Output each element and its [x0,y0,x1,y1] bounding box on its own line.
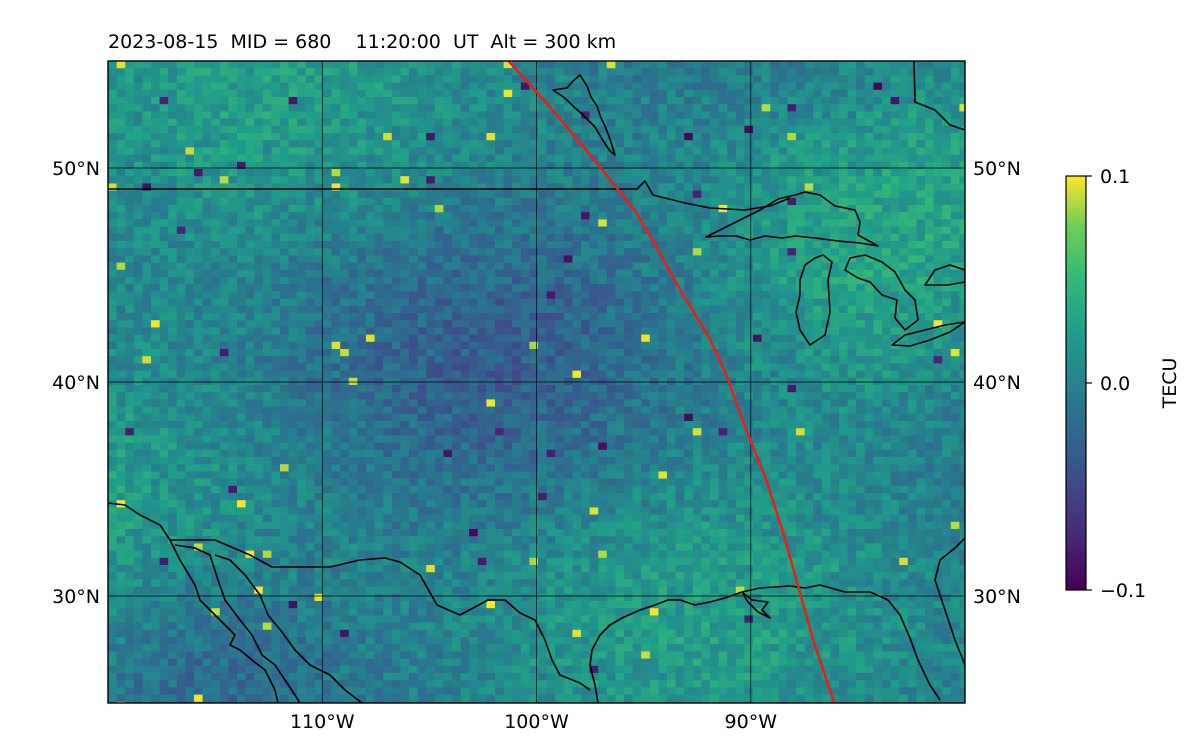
colorbar-label: TECU [1159,358,1181,410]
graticule [108,61,965,703]
coastlines [108,61,965,703]
gulf-coast [934,537,965,666]
figure-title: 2023-08-15 MID = 680 11:20:00 UT Alt = 3… [108,31,616,53]
hudson-bay-coast [913,61,965,131]
colorbar-tick-label: 0.0 [1100,373,1130,395]
lat-label-left: 30°N [52,586,100,608]
lon-label-bottom: 90°W [725,711,778,733]
gulf-coast-south [741,584,941,701]
pacific-coast [108,502,279,703]
colorbar-ticks [1086,175,1092,591]
colorbar-tick-label: −0.1 [1100,580,1146,602]
colorbar-gradient [1065,175,1087,591]
texas-coast [589,591,743,703]
colorbar: 0.1 0.0 −0.1 TECU [1065,166,1181,602]
lat-label-right: 50°N [973,158,1021,180]
lat-label-right: 40°N [973,372,1021,394]
tec-heatmap [108,61,965,703]
map-frame [107,60,966,704]
lon-label-bottom: 110°W [290,711,355,733]
lat-label-right: 30°N [973,586,1021,608]
lake-winnipeg-outline [552,74,616,156]
map-panel [108,61,965,703]
us-mexico-border [170,539,591,691]
lake-erie-outline [891,321,965,347]
colorbar-tick-label: 0.1 [1100,166,1130,188]
us-canada-border [108,180,791,211]
lake-huron-outline [844,254,919,331]
baja-peninsula [214,554,363,703]
lake-ontario-outline [924,264,965,286]
gulf-of-california [174,544,301,703]
lake-michigan-outline [795,254,833,346]
axis-labels: 30°N 30°N 40°N 40°N 50°N 50°N 110°W 100°W 90°W [52,158,1021,733]
mississippi-delta [741,591,771,619]
lon-label-bottom: 100°W [504,711,569,733]
lake-superior-outline [705,191,879,247]
lat-label-left: 50°N [52,158,100,180]
red-track-line [507,61,836,703]
lat-label-left: 40°N [52,372,100,394]
